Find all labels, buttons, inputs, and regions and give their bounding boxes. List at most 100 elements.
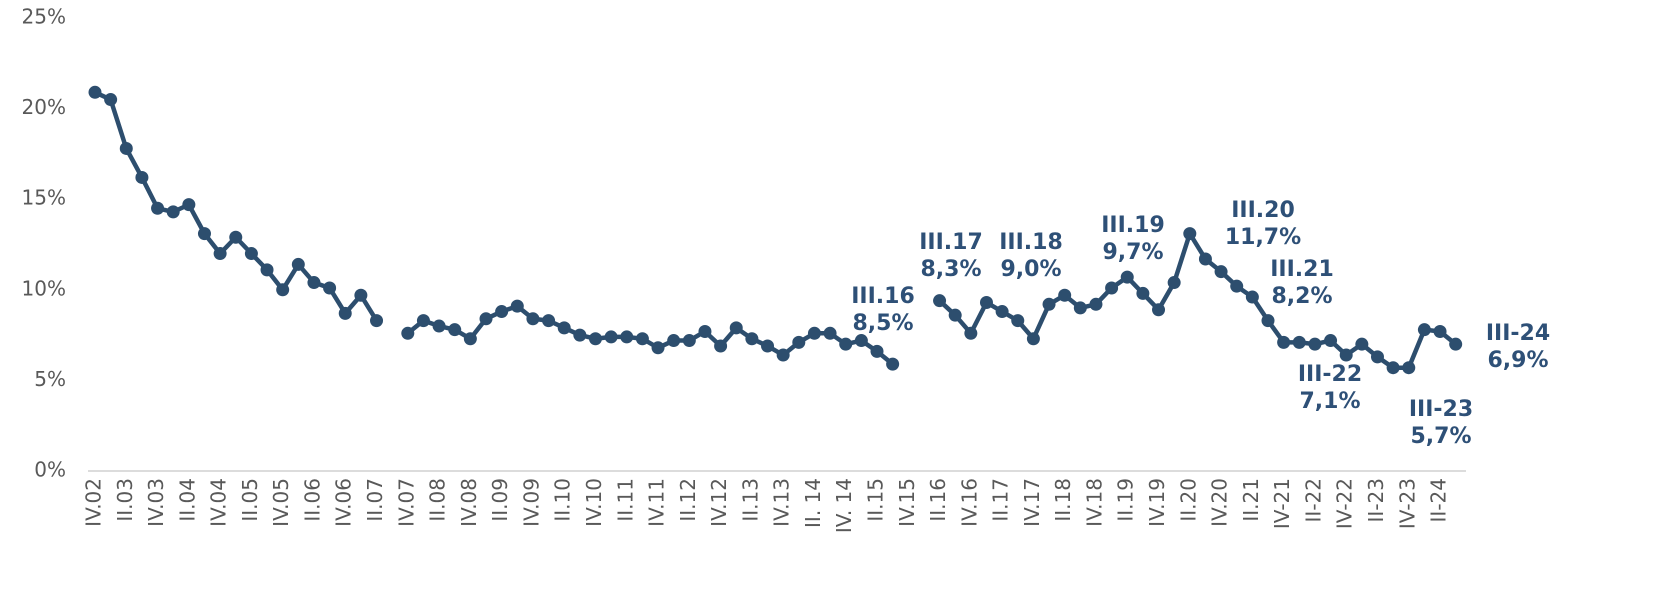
point — [1152, 303, 1166, 317]
point — [182, 198, 196, 212]
point — [604, 330, 618, 344]
x-tick-label: II.06 — [300, 478, 324, 522]
x-tick-label: II.15 — [864, 478, 888, 522]
point — [1402, 361, 1416, 375]
x-tick-label: IV.03 — [144, 478, 168, 527]
x-tick-label: II.07 — [363, 478, 387, 522]
x-tick-label: IV.04 — [207, 478, 231, 527]
annotation-label: III.19 — [1101, 213, 1165, 238]
point — [1105, 281, 1119, 295]
point — [1308, 337, 1322, 351]
x-tick-label: IV.05 — [269, 478, 293, 527]
x-tick-label: IV-21 — [1270, 478, 1294, 529]
point — [323, 281, 337, 295]
point — [1386, 361, 1400, 375]
point — [1011, 314, 1025, 328]
y-tick-label: 5% — [34, 367, 66, 391]
x-tick-label: II.19 — [1114, 478, 1138, 522]
y-tick-label: 0% — [34, 458, 66, 482]
x-tick-label: IV.11 — [645, 478, 669, 527]
point — [839, 337, 853, 351]
point — [948, 308, 962, 322]
x-tick-label: II-24 — [1427, 478, 1451, 522]
x-tick-label: II-22 — [1301, 478, 1325, 522]
annotation-value: 8,3% — [920, 257, 981, 282]
point — [1245, 290, 1259, 304]
annotation-value: 9,7% — [1102, 240, 1163, 265]
x-tick-label: II. 14 — [801, 478, 825, 528]
point — [588, 332, 602, 346]
point — [119, 141, 133, 155]
x-tick-label: II.04 — [175, 478, 199, 522]
annotation-label: III.18 — [999, 230, 1063, 255]
point — [1339, 348, 1353, 362]
point — [1026, 332, 1040, 346]
point — [463, 332, 477, 346]
point — [1261, 314, 1275, 328]
point — [416, 314, 430, 328]
point — [854, 334, 868, 348]
point — [166, 205, 180, 219]
point — [620, 330, 634, 344]
x-tick-label: II.12 — [676, 478, 700, 522]
x-tick-label: II.16 — [926, 478, 950, 522]
annotation-label: III-23 — [1409, 397, 1473, 422]
x-tick-label: IV.06 — [332, 478, 356, 527]
point — [1042, 297, 1056, 311]
x-tick-label: II.08 — [426, 478, 450, 522]
point — [1214, 265, 1228, 279]
annotation-label: III.16 — [851, 284, 915, 309]
point — [1292, 335, 1306, 349]
point — [526, 312, 540, 326]
point — [1449, 337, 1463, 351]
x-tick-label: IV.10 — [582, 478, 606, 527]
annotation-label: III.21 — [1270, 257, 1334, 282]
annotation-value: 6,9% — [1487, 348, 1548, 373]
point — [338, 306, 352, 320]
x-tick-label: IV.19 — [1145, 478, 1169, 527]
point — [1183, 227, 1197, 241]
y-tick-label: 20% — [22, 95, 66, 119]
point — [979, 295, 993, 309]
x-tick-label: II.11 — [613, 478, 637, 522]
x-tick-label: IV-23 — [1395, 478, 1419, 529]
x-tick-label: II.13 — [738, 478, 762, 522]
y-tick-label: 15% — [22, 186, 66, 210]
point — [557, 321, 571, 335]
point — [1277, 335, 1291, 349]
x-tick-label: IV.02 — [82, 478, 106, 527]
point — [964, 326, 978, 340]
point — [291, 257, 305, 271]
point — [197, 227, 211, 241]
x-tick-label: IV-22 — [1333, 478, 1357, 529]
point — [807, 326, 821, 340]
x-tick-label: II.09 — [488, 478, 512, 522]
point — [635, 332, 649, 346]
point — [1058, 288, 1072, 302]
point — [1433, 324, 1447, 338]
point — [229, 230, 243, 244]
point — [495, 305, 509, 319]
point — [682, 334, 696, 348]
point — [761, 339, 775, 353]
annotation-value: 8,2% — [1271, 284, 1332, 309]
x-tick-label: IV.17 — [1020, 478, 1044, 527]
point — [1230, 279, 1244, 293]
annotation-label: III.17 — [919, 230, 983, 255]
point — [510, 299, 524, 313]
x-tick-label: IV.20 — [1208, 478, 1232, 527]
point — [698, 324, 712, 338]
point — [448, 323, 462, 337]
point — [260, 263, 274, 277]
x-tick-label: IV.08 — [457, 478, 481, 527]
annotation-value: 5,7% — [1410, 424, 1471, 449]
point — [307, 276, 321, 290]
annotation-value: 7,1% — [1299, 389, 1360, 414]
point — [1417, 323, 1431, 337]
point — [1167, 276, 1181, 290]
x-tick-label: II.10 — [551, 478, 575, 522]
point — [776, 348, 790, 362]
annotation-value: 11,7% — [1225, 225, 1301, 250]
point — [213, 247, 227, 261]
